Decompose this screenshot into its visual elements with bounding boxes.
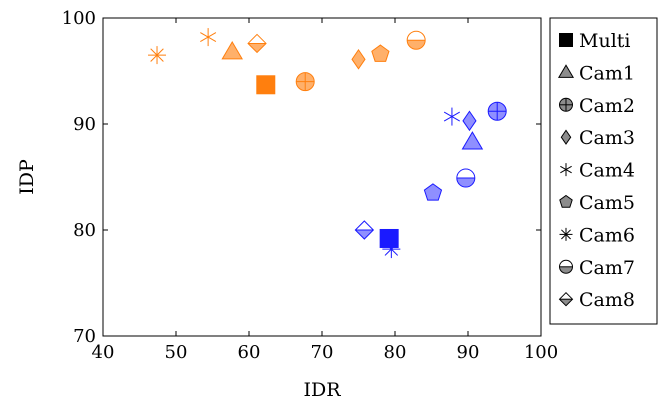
- legend-label: Cam5: [579, 192, 635, 214]
- legend-marker-halfdiamond: [558, 291, 574, 307]
- legend-marker-asterisk: [559, 227, 573, 241]
- legend: Multi Cam1 Cam2 Cam3 Cam4 Cam5 Cam6 Cam7 Cam8: [549, 17, 658, 325]
- legend-label: Cam4: [579, 160, 635, 182]
- data-point-orange-square: [256, 75, 276, 95]
- x-tick-label: 60: [238, 342, 261, 363]
- legend-marker-oplus: [559, 97, 573, 112]
- y-tick-label: 90: [73, 114, 96, 135]
- data-point-blue-halfdiamond: [354, 220, 375, 240]
- data-point-orange-diamond: [351, 49, 366, 70]
- plot-marks: [148, 28, 507, 259]
- y-tick-label: 70: [73, 326, 96, 347]
- data-point-orange-halfcircle: [406, 30, 426, 50]
- legend-label: Cam1: [579, 62, 635, 84]
- x-tick-label: 70: [311, 342, 334, 363]
- data-point-blue-pentagon: [423, 183, 443, 201]
- data-point-blue-triangle: [461, 131, 484, 150]
- legend-label: Cam7: [579, 257, 635, 279]
- x-axis-label: IDR: [303, 379, 341, 401]
- axis-ticks: 40 50 60 70 80 90 100 70 80 90 100: [62, 8, 559, 363]
- legend-marker-diamond: [560, 129, 572, 145]
- legend-label: Cam8: [579, 289, 635, 311]
- data-point-orange-star6: [200, 28, 217, 47]
- legend-label: Cam2: [579, 95, 635, 117]
- legend-marker-star6: [560, 163, 572, 177]
- data-point-blue-star6: [443, 107, 460, 126]
- legend-label: Cam3: [579, 127, 635, 149]
- data-point-orange-triangle: [221, 41, 243, 60]
- data-point-orange-halfdiamond: [247, 33, 267, 54]
- legend-items: Multi Cam1 Cam2 Cam3 Cam4 Cam5 Cam6 Cam7 Cam8: [557, 30, 635, 311]
- data-point-orange-asterisk: [148, 46, 167, 65]
- legend-label: Multi: [579, 30, 630, 52]
- x-tick-label: 40: [92, 342, 115, 363]
- y-axis-label: IDP: [16, 159, 38, 195]
- y-tick-label: 80: [73, 220, 96, 241]
- x-tick-label: 90: [457, 342, 480, 363]
- legend-marker-halfcircle: [559, 259, 573, 274]
- data-point-orange-oplus: [295, 72, 315, 92]
- legend-marker-square: [559, 33, 573, 47]
- data-point-blue-asterisk: [382, 240, 401, 259]
- data-point-orange-pentagon: [371, 44, 390, 62]
- data-point-blue-oplus: [487, 101, 507, 121]
- legend-marker-pentagon: [559, 194, 573, 208]
- x-tick-label: 50: [165, 342, 188, 363]
- legend-label: Cam6: [579, 224, 635, 246]
- x-tick-label: 80: [384, 342, 407, 363]
- data-point-blue-halfcircle: [456, 168, 476, 188]
- x-tick-label: 100: [524, 342, 558, 363]
- plot-frame: [102, 17, 542, 337]
- y-tick-label: 100: [62, 8, 96, 29]
- data-point-blue-diamond: [462, 110, 477, 132]
- legend-marker-triangle: [557, 64, 575, 78]
